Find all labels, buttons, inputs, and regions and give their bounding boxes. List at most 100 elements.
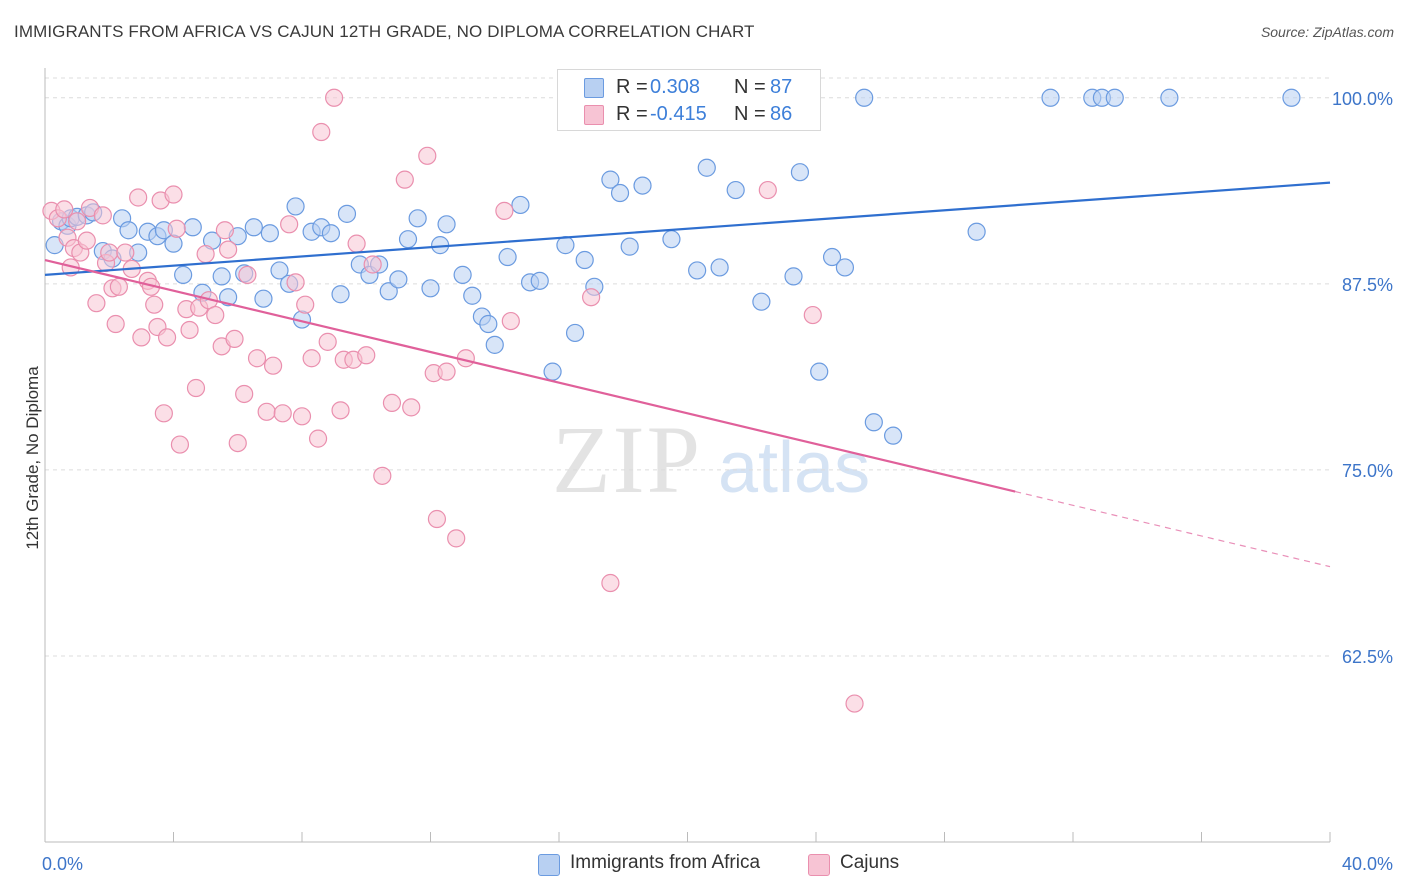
data-point-cajun [312,122,331,142]
data-point-africa [485,335,504,354]
stats-legend: R = 0.308 N = 87 R = -0.415 N = 86 [557,69,821,131]
watermark: ZIP atlas [552,406,870,513]
data-point-africa [620,237,639,256]
data-point-cajun [363,255,382,274]
data-point-cajun [286,273,305,292]
data-point-cajun [167,219,186,238]
bottom-legend-label-africa: Immigrants from Africa [570,852,761,873]
bottom-legend-label-cajuns: Cajuns [840,852,900,873]
data-point-cajun [325,88,344,107]
data-point-africa [752,292,771,311]
data-point-africa [565,323,585,343]
data-point-cajun [273,404,292,423]
data-point-cajun [68,212,87,231]
data-point-cajun [164,185,183,204]
points-layer [42,88,1301,713]
legend-n-value-africa: 87 [770,76,793,98]
data-point-cajun [382,393,402,413]
data-point-africa [479,314,498,334]
data-point-cajun [116,243,135,262]
x-tick-label: 40.0% [1342,854,1393,874]
data-point-cajun [347,234,366,253]
data-point-cajun [257,402,276,421]
tick-labels: 100.0% 87.5% 75.0% 62.5% 0.0% 40.0% [42,89,1393,874]
data-point-cajun [145,295,164,314]
data-point-africa [855,88,874,107]
data-point-africa [1105,88,1124,107]
data-point-cajun [228,433,247,453]
data-point-cajun [247,349,267,368]
data-point-cajun [582,288,601,307]
data-point-cajun [280,215,299,234]
data-point-africa [575,250,594,270]
data-point-africa [610,183,630,203]
data-point-cajun [87,294,106,313]
data-point-cajun [206,305,225,325]
data-point-africa [331,285,350,304]
data-point-africa [784,267,803,286]
data-point-africa [688,261,707,280]
data-point-africa [119,221,138,240]
chart-source: Source: ZipAtlas.com [1260,24,1394,40]
y-tick-label: 62.5% [1342,647,1393,667]
data-point-cajun [447,529,466,548]
data-point-cajun [157,328,177,347]
data-point-cajun [402,398,421,417]
data-point-cajun [296,295,315,314]
bottom-legend-swatch-africa [538,854,560,876]
data-point-africa [511,195,530,215]
data-point-africa [662,230,681,249]
data-point-cajun [106,314,125,334]
data-point-cajun [180,320,199,340]
data-point-cajun [395,170,414,189]
trend-line-africa [44,181,1331,276]
data-point-cajun [263,356,283,375]
data-point-africa [864,413,883,432]
data-point-cajun [225,329,244,348]
legend-r-value-africa: 0.308 [650,76,701,98]
data-point-africa [710,258,729,277]
trend-line-cajun [44,258,1016,493]
legend-n-label: N = [734,103,766,125]
y-tick-label: 100.0% [1332,89,1393,109]
data-point-africa [1282,88,1301,107]
data-point-cajun [170,435,190,454]
data-point-africa [633,176,652,195]
data-point-africa [379,282,398,301]
bottom-legend-swatch-cajuns [808,854,830,876]
data-point-cajun [331,401,350,420]
data-point-cajun [154,404,173,423]
data-point-africa [556,236,575,255]
data-point-cajun [215,221,234,240]
y-tick-label: 75.0% [1342,461,1393,481]
data-point-africa [790,163,810,182]
data-point-africa [254,289,273,308]
legend-row-cajuns: R = -0.415 N = 86 [558,101,820,127]
legend-r-label: R = [616,76,648,98]
data-point-africa [543,362,562,381]
data-point-cajun [186,378,206,398]
data-point-africa [270,261,289,280]
data-point-cajun [196,244,215,264]
data-point-africa [244,218,263,237]
data-point-africa [212,267,231,286]
data-point-africa [286,197,305,216]
legend-swatch-africa [584,78,604,98]
data-point-cajun [235,384,254,404]
y-axis-title: 12th Grade, No Diploma [23,366,42,550]
legend-n-value-cajuns: 86 [770,103,793,125]
data-point-africa [967,222,986,241]
data-point-africa [883,426,903,445]
data-point-africa [183,218,202,237]
data-point-cajun [373,466,392,485]
data-point-cajun [501,311,520,331]
data-point-africa [260,224,279,243]
data-point-africa [337,204,357,223]
data-point-africa [463,286,482,305]
data-point-africa [530,271,549,290]
watermark-atlas: atlas [718,428,870,508]
data-point-cajun [93,206,112,225]
data-point-africa [697,158,716,177]
grid-lines [45,77,1330,657]
x-tick-label: 0.0% [42,854,83,874]
